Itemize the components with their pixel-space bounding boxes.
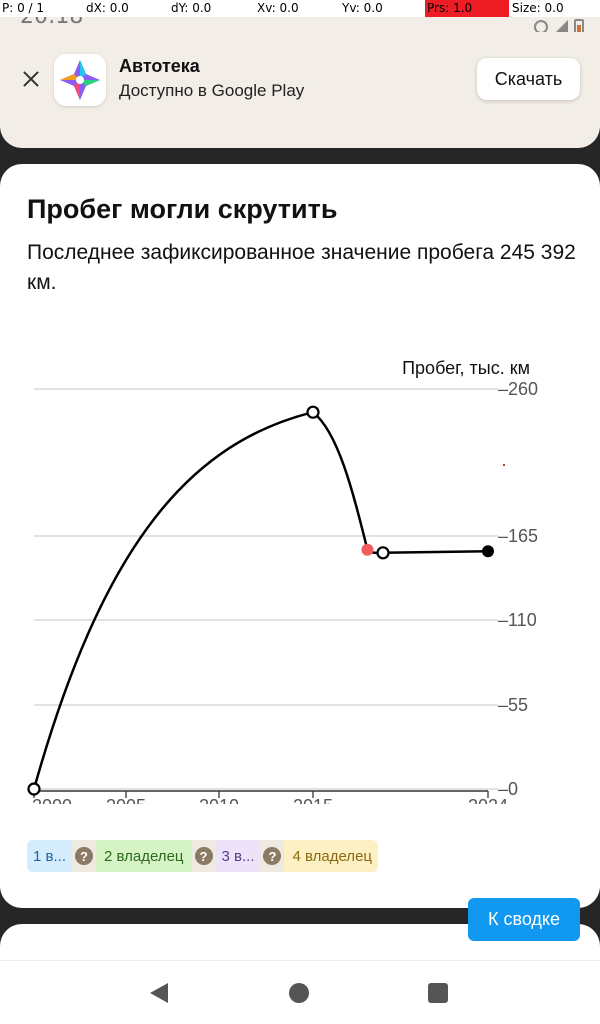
- card-description: Последнее зафиксированное значение пробе…: [27, 241, 576, 294]
- debug-size: Size: 0.0: [512, 0, 564, 17]
- owner-segment[interactable]: 4 владелец: [284, 840, 378, 872]
- owner-segment[interactable]: 3 в...: [215, 840, 261, 872]
- data-point: [361, 543, 374, 556]
- status-bar: 20:18 P: 0 / 1 dX: 0.0 dY: 0.0 Xv: 0.0 Y…: [0, 0, 600, 35]
- app-logo: [54, 54, 106, 106]
- owner-segment[interactable]: 1 в...: [27, 840, 72, 872]
- y-axis-label: Пробег, тыс. км: [402, 358, 530, 378]
- y-tick-label: –0: [498, 779, 518, 799]
- x-tick-label: 2015: [293, 796, 333, 804]
- close-icon[interactable]: [20, 68, 42, 90]
- download-button[interactable]: Скачать: [477, 58, 580, 100]
- android-nav-bar: [0, 960, 600, 1024]
- x-tick-label: 2000: [32, 796, 72, 804]
- question-icon: ?: [74, 847, 93, 865]
- x-tick-label: 2024: [468, 796, 508, 804]
- app-name: Автотека: [119, 56, 200, 76]
- debug-dy: dY: 0.0: [171, 0, 212, 17]
- debug-pointer: P: 0 / 1: [2, 0, 45, 17]
- mileage-card: Пробег могли скрутить Последнее зафиксир…: [0, 164, 600, 908]
- marker-dot: [503, 464, 505, 466]
- owners-legend: 1 в...? 2 владелец? 3 в...? 4 владелец: [27, 840, 378, 872]
- card-title: Пробег могли скрутить: [27, 194, 338, 224]
- question-icon: ?: [194, 847, 213, 865]
- app-subtitle: Доступно в Google Play: [119, 81, 305, 100]
- data-point: [482, 545, 494, 558]
- debug-dx: dX: 0.0: [86, 0, 129, 17]
- owner-segment[interactable]: 2 владелец: [95, 840, 192, 872]
- signal-icon: [554, 20, 568, 34]
- y-tick-label: –260: [498, 379, 538, 399]
- home-icon[interactable]: [289, 983, 309, 1003]
- help-icon[interactable]: ?: [260, 840, 285, 872]
- y-tick-label: –110: [498, 610, 537, 630]
- help-icon[interactable]: ?: [71, 840, 96, 872]
- help-icon[interactable]: ?: [191, 840, 216, 872]
- question-icon: ?: [263, 847, 282, 865]
- mileage-series-line: [32, 410, 489, 790]
- x-tick-label: 2010: [199, 796, 239, 804]
- debug-pressure: Prs: 1.0: [425, 0, 509, 17]
- data-point: [27, 782, 41, 796]
- back-icon[interactable]: [150, 983, 168, 1003]
- debug-xv: Xv: 0.0: [257, 0, 299, 17]
- data-point: [306, 405, 320, 419]
- data-point: [376, 546, 390, 560]
- y-tick-label: –55: [498, 695, 528, 715]
- y-tick-label: –165: [498, 526, 538, 546]
- debug-yv: Yv: 0.0: [342, 0, 383, 17]
- recent-apps-icon[interactable]: [428, 983, 448, 1003]
- x-tick-label: 2005: [106, 796, 146, 804]
- summary-button[interactable]: К сводке: [468, 898, 580, 941]
- app-install-banner: Автотека Доступно в Google Play Скачать: [0, 32, 600, 148]
